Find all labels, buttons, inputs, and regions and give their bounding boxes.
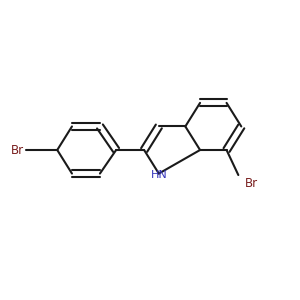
Text: HN: HN (151, 170, 167, 180)
Text: Br: Br (245, 177, 258, 190)
Text: Br: Br (11, 143, 24, 157)
